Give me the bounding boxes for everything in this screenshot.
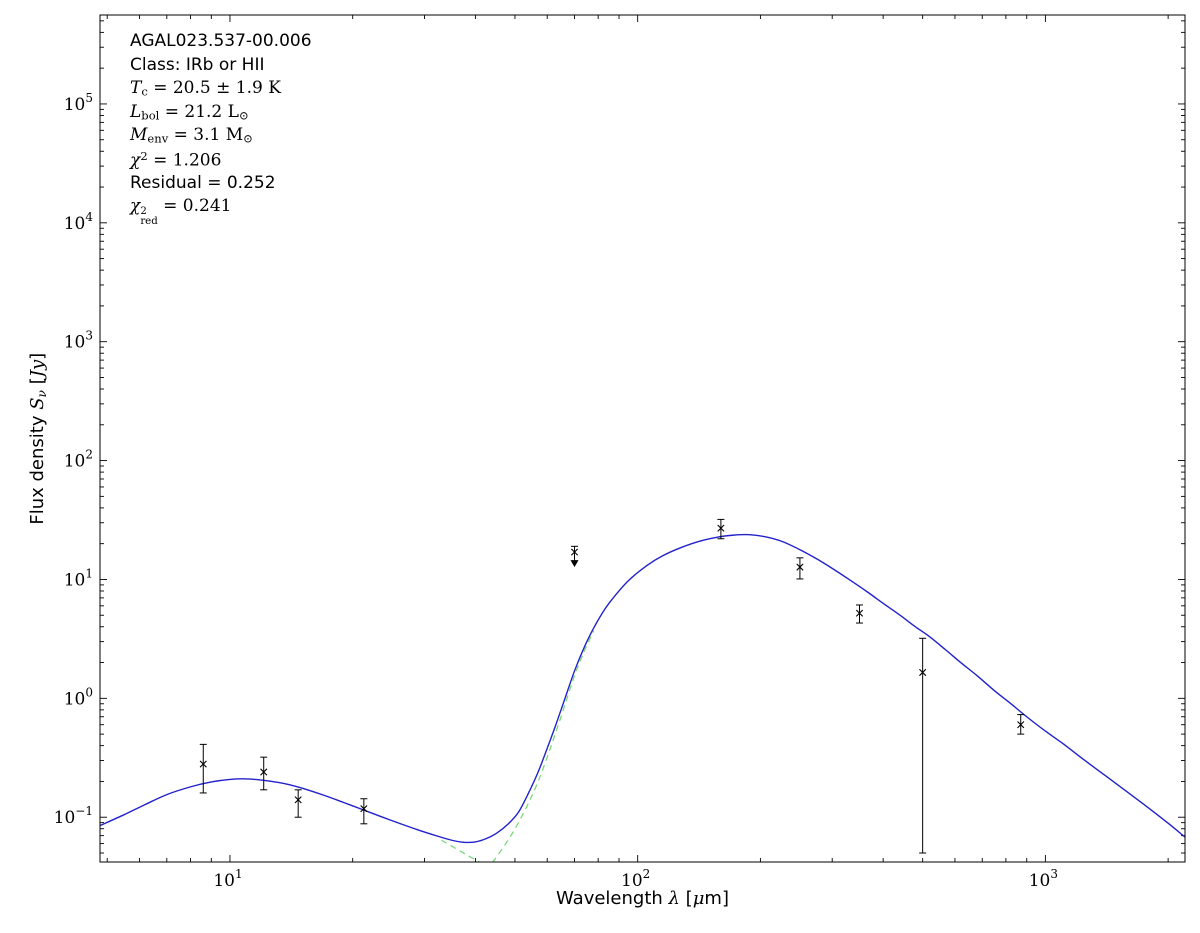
x-tick-labels: 101 102 103 (213, 867, 1058, 891)
annotation-line: χ2 = 1.206 (130, 149, 312, 173)
annotation-line: χ 2 red = 0.241 (130, 196, 312, 227)
x-axis-label: Wavelength λ [μm] (100, 888, 1185, 909)
model-curves (100, 533, 1185, 862)
two-component-model-fit (100, 533, 1185, 844)
data-point (260, 756, 268, 791)
upper-limit-arrow (570, 560, 579, 568)
fit-parameters-annotation: AGAL023.537-00.006 Class: IRb or HII Tc = … (130, 31, 312, 227)
data-point (570, 545, 579, 568)
text-segment: AGAL023.537-00.006 (130, 31, 312, 51)
math-sub-sup-stack: 2 red (140, 206, 158, 228)
data-point (199, 743, 207, 794)
text-segment: env (147, 131, 169, 146)
plot-frame (99, 14, 1186, 863)
text-segment: L (130, 101, 142, 122)
annotation-line: AGAL023.537-00.006 (130, 31, 312, 55)
text-segment: χ (130, 196, 141, 217)
text-segment: μ (692, 888, 705, 909)
text-segment: m] (704, 888, 729, 909)
data-point (1017, 714, 1025, 735)
text-segment: Residual = 0.252 (130, 172, 276, 193)
text-segment: = 0.241 (157, 196, 232, 217)
annotation-line: Class: IRb or HII (130, 55, 312, 79)
text-segment: = 20.5 ± 1.9 K (147, 78, 281, 99)
annotation-line: Lbol = 21.2 L⊙ (130, 102, 312, 126)
plot-area (100, 15, 1185, 862)
text-segment: [ (27, 377, 49, 391)
text-segment: = 1.206 (147, 150, 222, 171)
tick-label: 101 (64, 566, 93, 590)
tick-label: 103 (64, 329, 93, 353)
tick-label: 100 (64, 685, 93, 709)
data-point (717, 518, 725, 540)
text-segment: Wavelength (556, 888, 669, 909)
photometry-points (199, 518, 1025, 854)
tick-label: 10−1 (54, 804, 93, 828)
text-segment: S (27, 397, 49, 410)
text-segment: = 3.1 M (168, 125, 244, 146)
axis-ticks (100, 15, 1185, 862)
data-point (360, 798, 368, 825)
cold-greybody-component (492, 630, 595, 862)
tick-label: 102 (64, 448, 93, 472)
tick-label: 101 (213, 867, 242, 891)
text-segment: M (130, 125, 148, 146)
text-segment: ν (34, 390, 49, 398)
text-segment: Jy (27, 359, 49, 378)
text-segment: Class: IRb or HII (130, 54, 265, 75)
text-segment: λ (668, 888, 680, 909)
tick-label: 104 (64, 210, 94, 234)
tick-label: 103 (1029, 867, 1058, 891)
data-point (796, 557, 804, 580)
annotation-line: Menv = 3.1 M⊙ (130, 125, 312, 149)
text-segment: χ (130, 150, 141, 171)
annotation-line: Tc = 20.5 ± 1.9 K (130, 78, 312, 102)
text-segment: 2 (140, 148, 148, 163)
text-segment: T (130, 78, 142, 99)
y-tick-labels: 10−1 100 101 102 103 104 105 (54, 91, 94, 828)
tick-label: 105 (64, 91, 93, 115)
text-segment: ] (27, 352, 49, 360)
text-segment: Flux density (27, 409, 49, 525)
annotation-line: Residual = 0.252 (130, 173, 312, 197)
tick-label: 102 (621, 867, 650, 891)
text-segment: c (141, 84, 148, 99)
text-segment: bol (141, 108, 160, 123)
text-segment: [ (679, 888, 693, 909)
text-segment: = 21.2 L (159, 101, 239, 122)
y-axis-label: Flux density Sν [Jy] (27, 39, 49, 839)
text-segment: ⊙ (238, 108, 249, 123)
text-segment: ⊙ (243, 131, 253, 146)
data-point (855, 604, 864, 624)
data-point (294, 789, 302, 818)
data-point (919, 637, 927, 854)
